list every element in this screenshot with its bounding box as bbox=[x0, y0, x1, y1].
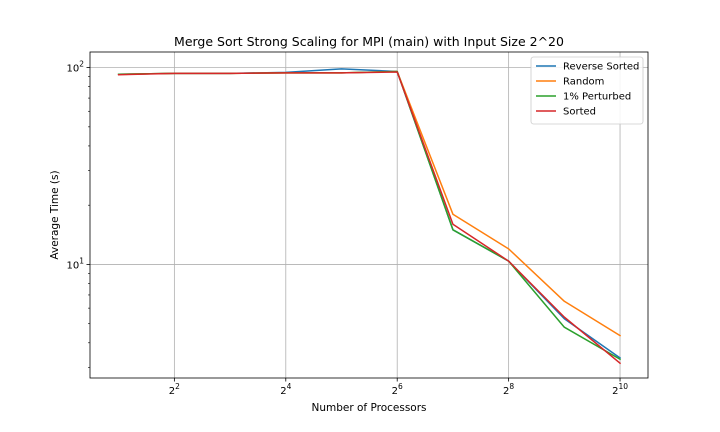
x-axis-label: Number of Processors bbox=[311, 402, 426, 414]
legend-label-sorted: Sorted bbox=[563, 107, 596, 118]
x-tick-label: 210 bbox=[612, 382, 628, 397]
x-tick-label: 28 bbox=[503, 382, 514, 397]
x-tick-label: 26 bbox=[392, 382, 403, 397]
x-tick-label: 22 bbox=[169, 382, 180, 397]
x-tick-label: 24 bbox=[280, 382, 291, 397]
chart-title: Merge Sort Strong Scaling for MPI (main)… bbox=[174, 34, 564, 49]
legend-label-1-perturbed: 1% Perturbed bbox=[563, 92, 631, 103]
y-axis-label: Average Time (s) bbox=[49, 170, 61, 259]
y-tick-label: 102 bbox=[66, 60, 84, 75]
plot-frame bbox=[89, 51, 649, 379]
series-line-sorted bbox=[117, 71, 622, 365]
y-tick-label: 101 bbox=[66, 256, 84, 271]
legend-label-reverse-sorted: Reverse Sorted bbox=[563, 62, 639, 73]
legend-label-random: Random bbox=[563, 77, 604, 88]
axes: 22 24 26 28 210 101 102 bbox=[66, 60, 628, 397]
legend: Reverse Sorted Random 1% Perturbed Sorted bbox=[530, 56, 644, 125]
legend-box bbox=[530, 56, 644, 125]
plot-lines bbox=[117, 68, 622, 365]
